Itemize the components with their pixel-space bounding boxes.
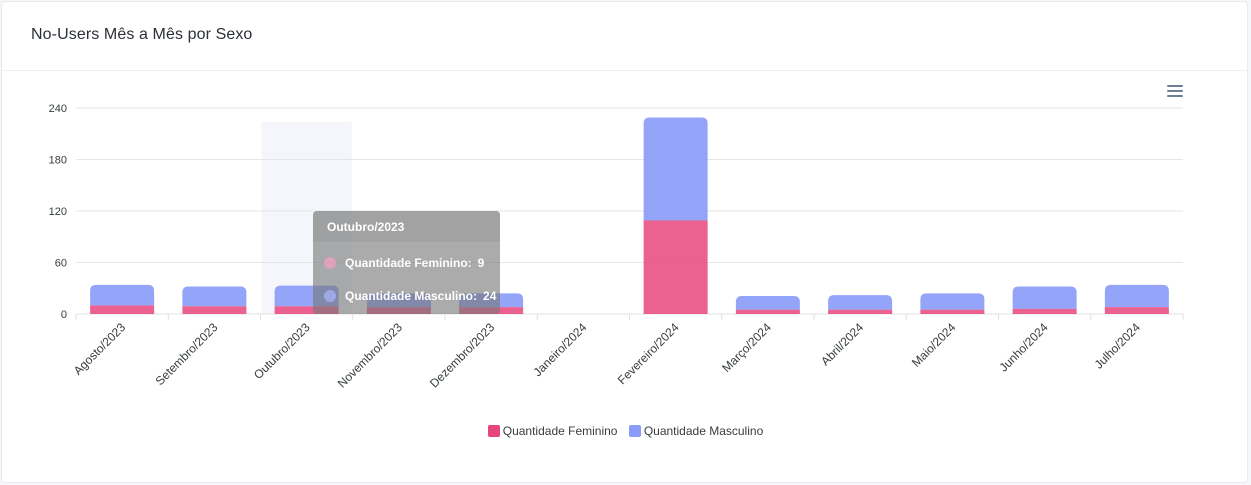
x-tick-label: Setembro/2023	[153, 320, 221, 388]
bar-masculino	[735, 295, 800, 310]
y-tick-label: 120	[49, 206, 67, 218]
legend-swatch-feminino	[487, 425, 500, 437]
bar-feminino	[828, 309, 893, 314]
y-tick-label: 180	[49, 155, 67, 167]
legend-label-masculino: Quantidade Masculino	[643, 424, 764, 438]
x-tick-label: Outubro/2023	[251, 320, 313, 382]
tooltip-dot-feminino	[324, 257, 336, 269]
x-tick-label: Fevereiro/2024	[615, 320, 682, 387]
tooltip-title: Outubro/2023	[313, 211, 500, 243]
bar-feminino	[90, 305, 155, 314]
chart-tooltip: Outubro/2023 Quantidade Feminino: 9 Quant…	[313, 211, 500, 314]
tooltip-row-masculino: Quantidade Masculino: 24	[324, 289, 496, 303]
card-header: No-Users Mês a Mês por Sexo	[2, 2, 1247, 71]
x-tick-label: Dezembro/2023	[427, 320, 498, 391]
bar-feminino	[920, 309, 985, 314]
chart-title: No-Users Mês a Mês por Sexo	[31, 26, 253, 43]
bar-feminino	[643, 220, 708, 314]
hamburger-menu-icon[interactable]	[1167, 84, 1183, 98]
bar-feminino	[1104, 307, 1169, 314]
bar-masculino	[643, 117, 708, 221]
bar-feminino	[182, 306, 247, 314]
bar-feminino	[274, 306, 339, 314]
tooltip-label-feminino: Quantidade Feminino:	[345, 256, 472, 270]
chart-legend: Quantidade Feminino Quantidade Masculino	[0, 424, 1251, 442]
bar-masculino	[1104, 284, 1169, 308]
bar-feminino	[735, 309, 800, 314]
bar-masculino	[1012, 286, 1077, 309]
tooltip-row-feminino: Quantidade Feminino: 9	[324, 256, 484, 270]
legend-item-feminino[interactable]: Quantidade Feminino	[487, 424, 618, 438]
tooltip-value-feminino: 9	[477, 256, 485, 270]
bar-masculino	[182, 286, 247, 307]
tooltip-dot-masculino	[324, 290, 336, 302]
x-tick-label: Junho/2024	[996, 320, 1050, 374]
y-tick-label: 0	[61, 309, 67, 321]
x-tick-label: Julho/2024	[1092, 320, 1144, 372]
bar-masculino	[90, 284, 155, 306]
x-tick-label: Abril/2024	[818, 320, 866, 368]
bar-feminino	[1012, 308, 1077, 314]
y-tick-label: 240	[49, 103, 67, 115]
x-tick-label: Agosto/2023	[71, 320, 129, 378]
legend-label-feminino: Quantidade Feminino	[502, 424, 618, 438]
tooltip-label-masculino: Quantidade Masculino:	[345, 289, 478, 303]
x-tick-label: Novembro/2023	[335, 320, 406, 391]
tooltip-value-masculino: 24	[483, 289, 497, 303]
x-tick-label: Março/2024	[719, 320, 774, 375]
x-tick-label: Maio/2024	[909, 320, 959, 370]
bar-masculino	[920, 293, 985, 310]
bar-masculino	[828, 295, 893, 310]
legend-item-masculino[interactable]: Quantidade Masculino	[628, 424, 764, 438]
x-tick-label: Janeiro/2024	[531, 320, 590, 379]
y-tick-label: 60	[55, 258, 67, 270]
legend-swatch-masculino	[628, 425, 641, 437]
